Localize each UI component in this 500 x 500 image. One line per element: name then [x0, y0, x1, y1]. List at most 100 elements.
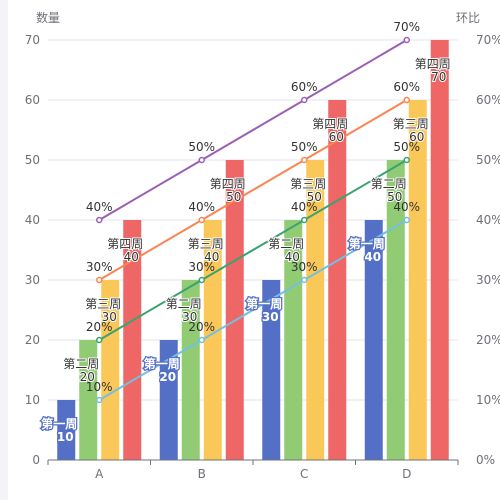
bar-value-label: 40	[204, 250, 219, 264]
bar-value-label: 40	[285, 250, 300, 264]
bar	[408, 100, 427, 460]
line-data-label: 40%	[86, 200, 113, 214]
bar-series-label: 第四周	[312, 117, 348, 131]
bar-value-label: 30	[262, 310, 279, 324]
bar-series-label: 第四周	[415, 57, 451, 71]
y-left-tick-label: 20	[25, 333, 40, 347]
bar-series-label: 第三周	[393, 117, 429, 131]
bar-value-label: 60	[329, 130, 344, 144]
line-point	[403, 96, 410, 104]
lines-layer	[96, 36, 410, 404]
bar-series-label: 第一周	[144, 356, 180, 371]
line-point	[301, 276, 308, 284]
y-left-tick-label: 50	[25, 153, 40, 167]
line-data-label: 50%	[393, 140, 420, 154]
line-point	[301, 96, 308, 104]
y-left-tick-label: 70	[25, 33, 40, 47]
bar-value-label: 40	[124, 250, 139, 264]
series-line	[98, 219, 408, 401]
bar	[203, 220, 222, 460]
y-right-tick-label: 60%	[476, 93, 500, 107]
bar	[430, 40, 449, 460]
y-axis-right-title: 环比	[456, 11, 480, 25]
line-point	[403, 216, 410, 224]
y-left-tick-label: 30	[25, 273, 40, 287]
line-data-label: 60%	[393, 80, 420, 94]
bar-series-label: 第二周	[166, 297, 202, 311]
bar-series-label: 第一周	[349, 236, 385, 251]
bar-series-label: 第二周	[63, 357, 99, 371]
y-right-tick-label: 30%	[476, 273, 500, 287]
line-point	[301, 156, 308, 164]
line-point	[96, 216, 103, 224]
bar	[225, 160, 244, 460]
bar	[79, 340, 98, 460]
x-tick-label: C	[300, 467, 308, 481]
bar	[57, 400, 76, 460]
series-line	[98, 99, 408, 281]
line-data-label: 50%	[188, 140, 215, 154]
line-data-label: 50%	[291, 140, 318, 154]
bar-series-label: 第二周	[371, 177, 407, 191]
bar	[181, 280, 200, 460]
line-point	[301, 216, 308, 224]
y-left-tick-label: 0	[32, 453, 40, 467]
x-tick-label: A	[95, 467, 104, 481]
bar-value-label: 50	[307, 190, 322, 204]
bar	[306, 160, 325, 460]
bar-series-label: 第四周	[107, 237, 143, 251]
bar-value-label: 60	[409, 130, 424, 144]
y-right-tick-label: 70%	[476, 33, 500, 47]
bar	[159, 340, 178, 460]
line-point	[198, 216, 205, 224]
x-tick-label: B	[198, 467, 206, 481]
line-data-label: 30%	[86, 260, 113, 274]
y-right-tick-label: 50%	[476, 153, 500, 167]
bars-layer	[57, 40, 449, 460]
y-right-tick-label: 10%	[476, 393, 500, 407]
series-line	[98, 159, 408, 341]
line-data-label: 10%	[86, 380, 113, 394]
line-data-label: 40%	[393, 200, 420, 214]
y-right-tick-label: 0%	[476, 453, 495, 467]
bar-value-label: 30	[182, 310, 197, 324]
y-right-tick-label: 20%	[476, 333, 500, 347]
y-left-tick-label: 60	[25, 93, 40, 107]
line-data-label: 20%	[86, 320, 113, 334]
bar-value-label: 20	[159, 370, 176, 384]
y-right-tick-label: 40%	[476, 213, 500, 227]
y-axis-left-title: 数量	[36, 10, 60, 25]
line-point	[198, 156, 205, 164]
bar-series-label: 第三周	[188, 237, 224, 251]
bar-series-label: 第三周	[85, 297, 121, 311]
left-edge-strip	[0, 0, 8, 500]
series-line	[98, 39, 408, 221]
line-point	[96, 396, 103, 404]
bar-series-label: 第一周	[41, 416, 77, 431]
line-point	[403, 36, 410, 44]
bar	[101, 280, 120, 460]
bar-value-label: 20	[80, 370, 95, 384]
line-data-label: 40%	[291, 200, 318, 214]
line-point	[403, 156, 410, 164]
axis-layer: 数量 环比 00%1010%2020%3030%4040%5050%6060%7…	[25, 10, 500, 481]
bar-series-label: 第四周	[210, 177, 246, 191]
bar	[364, 220, 383, 460]
line-data-label: 20%	[188, 320, 215, 334]
bar-value-label: 40	[364, 250, 381, 264]
y-left-tick-label: 10	[25, 393, 40, 407]
line-point	[198, 276, 205, 284]
line-point	[96, 276, 103, 284]
line-data-label: 40%	[188, 200, 215, 214]
bar-value-label: 50	[387, 190, 402, 204]
bar	[262, 280, 281, 460]
bar-value-label: 50	[226, 190, 241, 204]
labels-layer: 10%20%30%40%20%30%40%50%30%40%50%60%40%5…	[40, 20, 452, 445]
line-point	[198, 336, 205, 344]
bar	[123, 220, 142, 460]
line-data-label: 30%	[291, 260, 318, 274]
bar-series-label: 第二周	[268, 237, 304, 251]
line-data-label: 70%	[393, 20, 420, 34]
line-point	[96, 336, 103, 344]
line-data-label: 30%	[188, 260, 215, 274]
